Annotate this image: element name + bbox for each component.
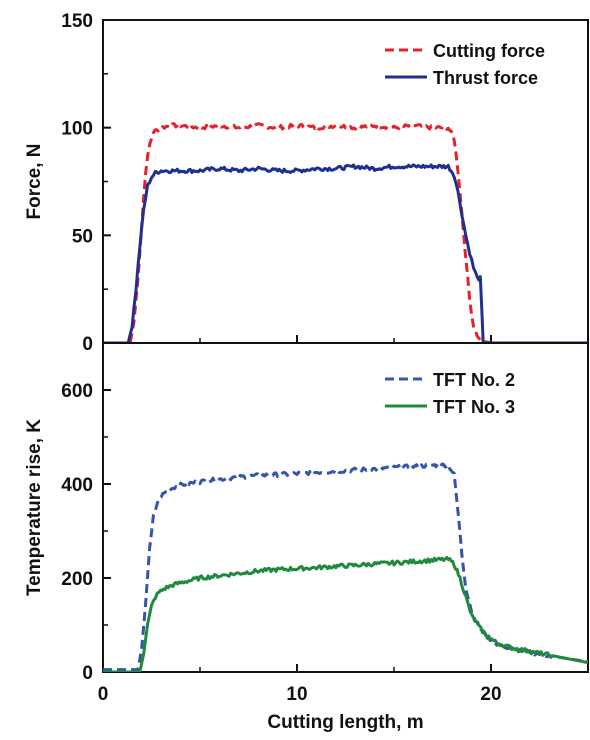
x-tick-label: 10 xyxy=(286,684,307,705)
x-tick-label: 20 xyxy=(480,684,501,705)
series-line-thrust-force xyxy=(103,163,588,343)
y-tick-label: 150 xyxy=(61,11,93,32)
x-axis-label: Cutting length, m xyxy=(267,712,423,733)
y-tick-label: 0 xyxy=(82,334,93,355)
legend-label: Thrust force xyxy=(433,68,538,88)
series-line-tft-no-2 xyxy=(103,462,588,672)
series-line-tft-no-3 xyxy=(103,555,588,672)
y-tick-label: 50 xyxy=(72,226,93,247)
y-tick-label: 100 xyxy=(61,119,93,140)
legend-label: TFT No. 3 xyxy=(433,397,515,417)
bottom-panel: 0 200 400 600 0 10 20 Temperature rise, K Cuttin… xyxy=(24,342,589,733)
x-tick-label: 0 xyxy=(98,684,109,705)
series-line-cutting-force xyxy=(103,122,588,343)
legend-label: TFT No. 2 xyxy=(433,370,515,390)
y-axis-label: Temperature rise, K xyxy=(24,419,45,596)
y-axis-label: Force, N xyxy=(24,143,45,219)
y-tick-label: 400 xyxy=(61,475,93,496)
y-tick-label: 200 xyxy=(61,569,93,590)
top-panel: 0 50 100 150 Force, N Cutting force Thrust for… xyxy=(24,11,589,355)
y-tick-label: 600 xyxy=(61,381,93,402)
legend-label: Cutting force xyxy=(433,41,545,61)
y-tick-label: 0 xyxy=(82,663,93,684)
plot-frame xyxy=(102,342,589,673)
